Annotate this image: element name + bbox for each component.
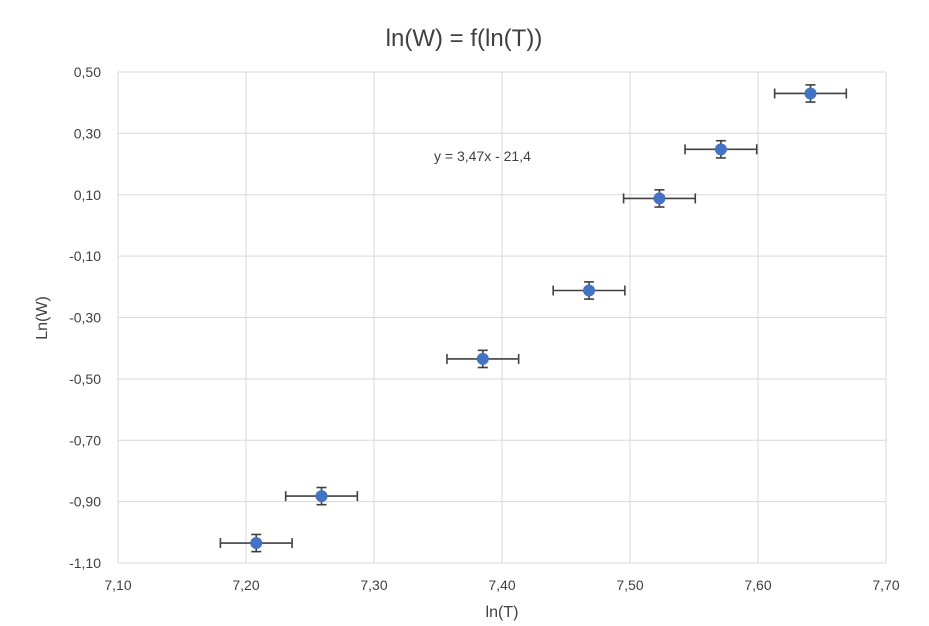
error-bars — [219, 84, 848, 553]
data-point — [653, 192, 666, 205]
x-tick-label: 7,60 — [744, 577, 771, 593]
data-point — [583, 284, 596, 297]
chart-title: ln(W) = f(ln(T)) — [386, 25, 543, 52]
y-axis-title: Ln(W) — [34, 296, 51, 340]
y-tick-label: 0,10 — [74, 187, 101, 203]
data-point — [476, 352, 489, 365]
data-point — [714, 143, 727, 156]
data-point — [250, 537, 263, 550]
y-tick-label: -0,90 — [69, 494, 101, 510]
y-tick-label: -0,10 — [69, 248, 101, 264]
x-axis-title: ln(T) — [486, 604, 519, 621]
x-tick-label: 7,30 — [360, 577, 387, 593]
data-point — [315, 490, 328, 503]
x-tick-label: 7,20 — [232, 577, 259, 593]
x-tick-label: 7,10 — [104, 577, 131, 593]
data-points — [250, 87, 817, 550]
data-point — [804, 87, 817, 100]
y-tick-label: 0,50 — [74, 64, 101, 80]
x-tick-label: 7,40 — [488, 577, 515, 593]
y-tick-label: -0,30 — [69, 310, 101, 326]
x-tick-label: 7,50 — [616, 577, 643, 593]
tick-labels: 7,10 7,20 7,30 7,40 7,50 7,60 7,70 -1,10 -0,90 -0… — [69, 64, 900, 593]
y-tick-label: -0,50 — [69, 371, 101, 387]
y-tick-label: -1,10 — [69, 555, 101, 571]
trendline-equation: y = 3,47x - 21,4 — [434, 148, 531, 164]
grid — [117, 71, 887, 564]
x-tick-label: 7,70 — [872, 577, 899, 593]
y-tick-label: 0,30 — [74, 125, 101, 141]
y-tick-label: -0,70 — [69, 432, 101, 448]
